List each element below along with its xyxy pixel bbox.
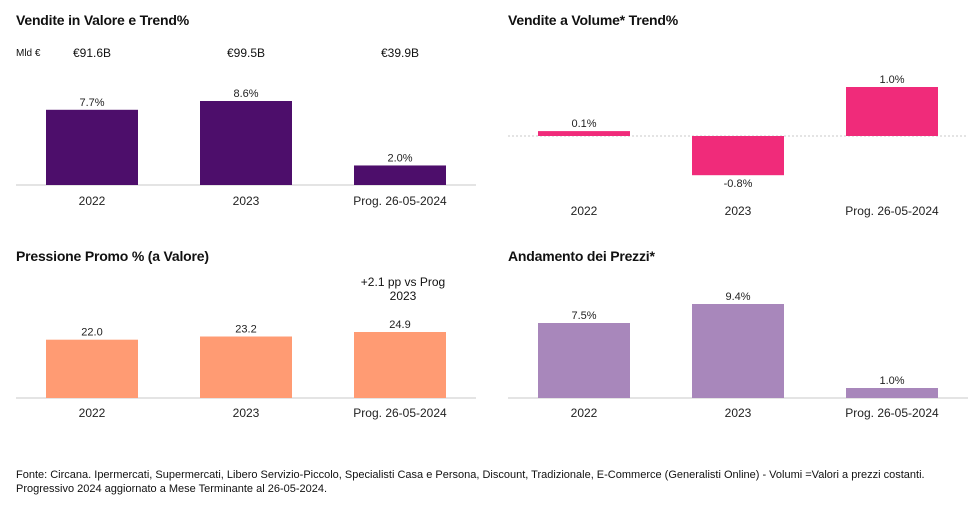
promo-annotation: +2.1 pp vs Prog 2023 [360, 275, 446, 303]
panel-vendite-valore: Vendite in Valore e Trend% Mld € €91.6B … [16, 12, 476, 222]
category-tick-label: Prog. 26-05-2024 [845, 204, 939, 218]
bar-value-label: 22.0 [81, 327, 102, 339]
bar-value-label: 7.7% [79, 97, 104, 109]
bar-value-label: 8.6% [233, 88, 258, 100]
bar-0 [46, 109, 138, 185]
panel-vendite-volume: Vendite a Volume* Trend% 0.1% 2022 -0.8% 20… [508, 12, 968, 222]
bar-value-label: 0.1% [571, 118, 596, 130]
category-tick-label: 2022 [571, 204, 598, 218]
value-header-prog-2024: €39.9B [380, 46, 420, 60]
value-header-2023: €99.5B [226, 46, 266, 60]
bar-value-label: 23.2 [235, 324, 256, 336]
bar-2 [846, 87, 938, 136]
chart-title: Pressione Promo % (a Valore) [16, 248, 209, 264]
bar-0 [538, 323, 630, 398]
bar-2 [354, 165, 446, 185]
bar-value-label: 24.9 [389, 319, 410, 331]
bar-1 [692, 304, 784, 398]
source-footnote: Fonte: Circana. Ipermercati, Supermercat… [16, 469, 925, 495]
value-header-2022: €91.6B [72, 46, 112, 60]
bar-value-label: 1.0% [879, 375, 904, 387]
category-tick-label: 2022 [79, 406, 106, 420]
unit-label: Mld € [16, 48, 41, 59]
chart-vendite-valore: 7.7% 2022 8.6% 2023 2.0% Prog. 26-05-2024 [16, 88, 476, 208]
bar-value-label: -0.8% [724, 178, 753, 190]
bar-value-label: 2.0% [387, 152, 412, 164]
chart-vendite-volume: 0.1% 2022 -0.8% 2023 1.0% Prog. 26-05-2024 [508, 74, 968, 218]
category-tick-label: Prog. 26-05-2024 [845, 406, 939, 420]
bar-value-label: 7.5% [571, 310, 596, 322]
category-tick-label: 2022 [571, 406, 598, 420]
category-tick-label: 2023 [725, 406, 752, 420]
chart-title: Vendite in Valore e Trend% [16, 12, 189, 28]
bar-value-label: 1.0% [879, 74, 904, 86]
category-tick-label: 2023 [725, 204, 752, 218]
bar-0 [46, 339, 138, 398]
bar-0 [538, 131, 630, 136]
chart-andamento-prezzi: 7.5% 2022 9.4% 2023 1.0% Prog. 26-05-2024 [508, 291, 968, 420]
panel-andamento-prezzi: Andamento dei Prezzi* 7.5% 2022 9.4% 2023 1.… [508, 248, 968, 428]
category-tick-label: Prog. 26-05-2024 [353, 406, 447, 420]
bar-1 [200, 336, 292, 398]
bar-2 [846, 388, 938, 398]
bar-1 [692, 136, 784, 176]
bar-value-label: 9.4% [725, 291, 750, 303]
category-tick-label: 2022 [79, 194, 106, 208]
chart-title: Vendite a Volume* Trend% [508, 12, 678, 28]
bar-1 [200, 101, 292, 185]
chart-title: Andamento dei Prezzi* [508, 248, 655, 264]
bar-2 [354, 332, 446, 398]
category-tick-label: 2023 [233, 406, 260, 420]
category-tick-label: Prog. 26-05-2024 [353, 194, 447, 208]
chart-pressione-promo: 22.0 2022 23.2 2023 24.9 Prog. 26-05-2024 [16, 319, 476, 420]
panel-pressione-promo: Pressione Promo % (a Valore) +2.1 pp vs … [16, 248, 476, 428]
category-tick-label: 2023 [233, 194, 260, 208]
